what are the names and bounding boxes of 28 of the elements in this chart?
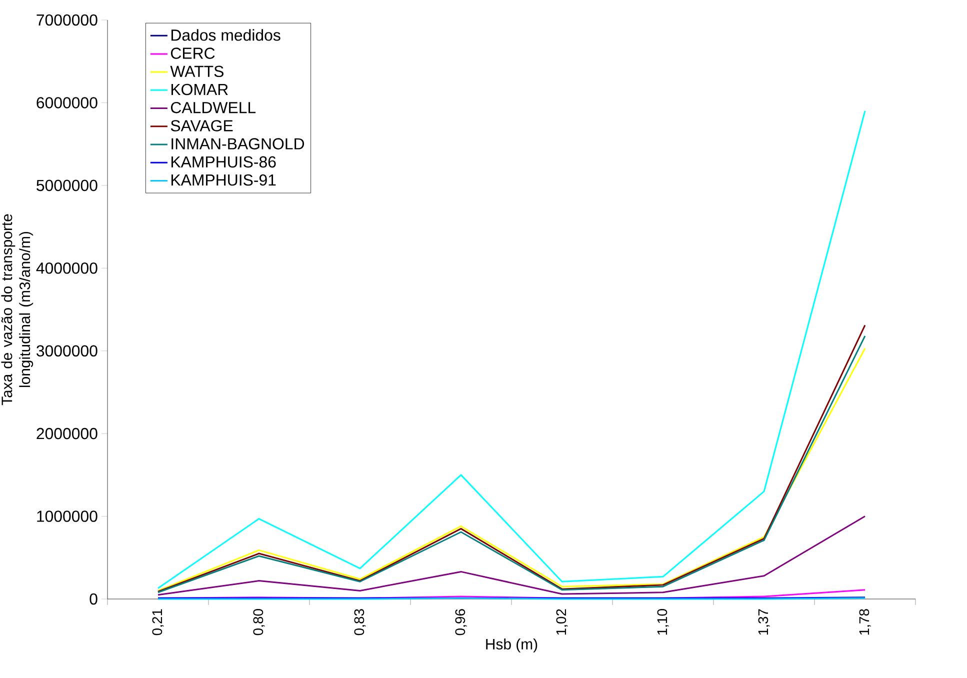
y-tick-label: 5000000 xyxy=(36,180,98,192)
x-tick-label: 1,78 xyxy=(859,609,871,635)
x-tick-label: 0,83 xyxy=(354,609,366,636)
x-tick-label: 0,21 xyxy=(152,609,164,636)
y-tick-label: 3000000 xyxy=(36,345,98,356)
y-tick-label: 1000000 xyxy=(37,510,98,522)
x-tick-label: 0,96 xyxy=(455,609,467,636)
legend-label: WATTS xyxy=(170,66,224,78)
y-tick-label: 4000000 xyxy=(36,262,98,274)
legend-label: KOMAR xyxy=(171,84,228,96)
y-tick-label: 7000000 xyxy=(36,14,98,26)
legend-label: INMAN-BAGNOLD xyxy=(172,138,304,150)
legend-label: CALDWELL xyxy=(170,102,256,114)
legend-label: CERC xyxy=(170,48,215,59)
legend-label: KAMPHUIS-86 xyxy=(171,156,276,168)
legend-label: Dados medidos xyxy=(171,29,280,41)
y-tick-label: 6000000 xyxy=(36,97,98,108)
y-tick-label: 2000000 xyxy=(36,428,98,440)
x-tick-label: 1,02 xyxy=(556,609,568,635)
x-tick-label: 0,80 xyxy=(253,609,265,636)
x-tick-label: 1,10 xyxy=(657,609,669,635)
legend-label: SAVAGE xyxy=(170,120,233,132)
x-axis-title: Hsb (m) xyxy=(486,638,538,652)
y-axis-title: Taxa de vazão do transporte longitudinal (m3/ano/m) xyxy=(1,214,34,406)
y-tick-label: 0 xyxy=(90,593,98,605)
line-series xyxy=(157,516,866,596)
legend-label: KAMPHUIS-91 xyxy=(171,174,276,186)
x-tick-label: 1,37 xyxy=(758,609,770,635)
